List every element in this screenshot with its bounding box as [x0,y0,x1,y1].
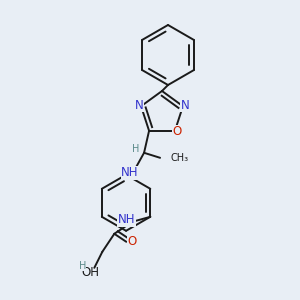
Text: H: H [132,144,140,154]
Text: O: O [172,125,182,138]
Text: H: H [79,261,86,271]
Text: CH₃: CH₃ [170,153,188,163]
Text: OH: OH [81,266,99,279]
Text: N: N [181,99,189,112]
Text: O: O [128,235,137,248]
Text: NH: NH [118,213,135,226]
Text: NH: NH [121,166,139,179]
Text: N: N [135,99,143,112]
